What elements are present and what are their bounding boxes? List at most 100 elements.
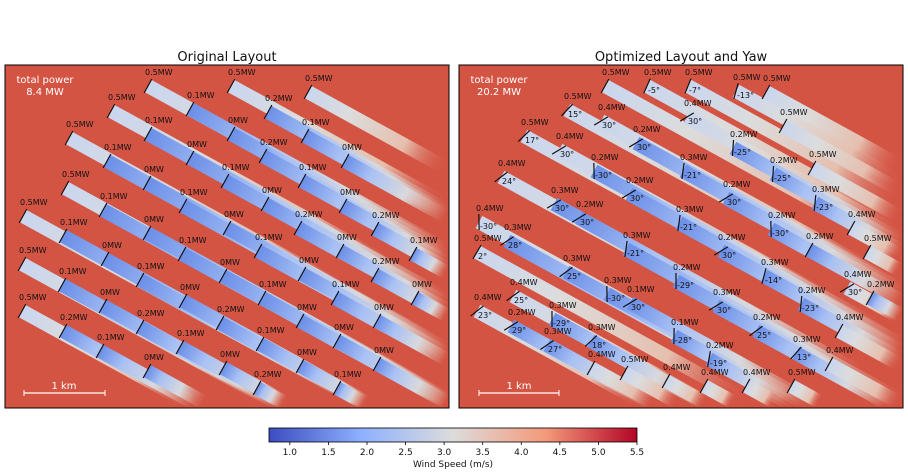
turbine-rotor[interactable] bbox=[494, 171, 508, 183]
turbine-rotor[interactable] bbox=[571, 213, 587, 223]
turbine-rotor[interactable] bbox=[340, 153, 350, 169]
turbine-rotor[interactable] bbox=[297, 173, 307, 189]
turbine-rotor[interactable] bbox=[175, 339, 185, 355]
turbine-rotor[interactable] bbox=[559, 266, 573, 278]
turbine-rotor[interactable] bbox=[135, 272, 145, 288]
turbine-rotor[interactable] bbox=[621, 189, 637, 199]
turbine-rotor[interactable] bbox=[622, 298, 638, 308]
turbine-rotor[interactable] bbox=[786, 378, 796, 394]
turbine-rotor[interactable] bbox=[143, 126, 153, 142]
turbine-rotor[interactable] bbox=[222, 220, 232, 236]
turbine-rotor[interactable] bbox=[106, 103, 116, 119]
turbine-rotor[interactable] bbox=[865, 290, 875, 306]
turbine-rotor[interactable] bbox=[771, 165, 775, 183]
turbine-rotor[interactable] bbox=[218, 268, 228, 284]
turbine-rotor[interactable] bbox=[372, 313, 382, 329]
turbine-rotor[interactable] bbox=[807, 160, 817, 176]
turbine-rotor[interactable] bbox=[295, 313, 305, 329]
turbine-rotor[interactable] bbox=[708, 301, 724, 311]
turbine-rotor[interactable] bbox=[677, 214, 681, 232]
turbine-rotor[interactable] bbox=[679, 112, 695, 122]
turbine-rotor[interactable] bbox=[57, 277, 67, 293]
turbine-rotor[interactable] bbox=[370, 221, 380, 237]
turbine-rotor[interactable] bbox=[862, 244, 872, 260]
turbine-rotor[interactable] bbox=[252, 380, 262, 396]
turbine-rotor[interactable] bbox=[707, 351, 711, 367]
turbine-rotor[interactable] bbox=[517, 129, 531, 143]
turbine-rotor[interactable] bbox=[470, 305, 484, 317]
turbine-rotor[interactable] bbox=[60, 180, 70, 196]
turbine-rotor[interactable] bbox=[300, 128, 310, 144]
turbine-rotor[interactable] bbox=[218, 360, 228, 376]
turbine-rotor[interactable] bbox=[661, 373, 671, 389]
turbine-rotor[interactable] bbox=[332, 333, 342, 349]
turbine-rotor[interactable] bbox=[628, 138, 644, 148]
turbine-rotor[interactable] bbox=[718, 193, 734, 203]
turbine-rotor[interactable] bbox=[215, 315, 225, 331]
turbine-rotor[interactable] bbox=[257, 290, 267, 306]
turbine-rotor[interactable] bbox=[17, 256, 27, 272]
turbine-rotor[interactable] bbox=[506, 290, 520, 302]
turbine-rotor[interactable] bbox=[551, 145, 567, 155]
turbine-rotor[interactable] bbox=[813, 194, 817, 212]
turbine-rotor[interactable] bbox=[142, 363, 152, 379]
turbine-rotor[interactable] bbox=[681, 162, 685, 180]
turbine-rotor[interactable] bbox=[733, 83, 739, 99]
turbine-rotor[interactable] bbox=[540, 340, 554, 350]
turbine-rotor[interactable] bbox=[643, 78, 651, 94]
turbine-rotor[interactable] bbox=[684, 78, 692, 94]
turbine-rotor[interactable] bbox=[799, 295, 803, 313]
turbine-rotor[interactable] bbox=[185, 101, 195, 117]
turbine-rotor[interactable] bbox=[546, 199, 562, 209]
turbine-rotor[interactable] bbox=[98, 202, 108, 218]
turbine-rotor[interactable] bbox=[503, 321, 519, 331]
turbine-rotor[interactable] bbox=[834, 323, 844, 339]
turbine-rotor[interactable] bbox=[226, 126, 236, 142]
turbine-rotor[interactable] bbox=[263, 104, 273, 120]
turbine-rotor[interactable] bbox=[95, 343, 105, 359]
turbine-rotor[interactable] bbox=[17, 303, 27, 319]
turbine-rotor[interactable] bbox=[619, 365, 629, 381]
turbine-rotor[interactable] bbox=[295, 358, 305, 374]
turbine-rotor[interactable] bbox=[253, 243, 263, 259]
turbine-rotor[interactable] bbox=[699, 378, 709, 394]
turbine-rotor[interactable] bbox=[561, 103, 573, 117]
turbine-rotor[interactable] bbox=[258, 148, 268, 164]
turbine-rotor[interactable] bbox=[143, 78, 153, 94]
turbine-rotor[interactable] bbox=[600, 78, 610, 94]
turbine-rotor[interactable] bbox=[102, 153, 112, 169]
turbine-rotor[interactable] bbox=[177, 246, 187, 262]
turbine-rotor[interactable] bbox=[584, 335, 598, 347]
turbine-rotor[interactable] bbox=[846, 220, 856, 236]
turbine-rotor[interactable] bbox=[98, 298, 108, 314]
turbine-rotor[interactable] bbox=[749, 325, 763, 337]
turbine-rotor[interactable] bbox=[839, 283, 855, 293]
turbine-rotor[interactable] bbox=[472, 244, 482, 260]
turbine-rotor[interactable] bbox=[303, 84, 313, 100]
turbine-rotor[interactable] bbox=[741, 378, 751, 394]
turbine-rotor[interactable] bbox=[338, 198, 348, 214]
turbine-rotor[interactable] bbox=[624, 240, 628, 258]
turbine-rotor[interactable] bbox=[499, 236, 515, 246]
turbine-rotor[interactable] bbox=[330, 290, 340, 306]
turbine-rotor[interactable] bbox=[761, 268, 767, 284]
turbine-rotor[interactable] bbox=[804, 242, 814, 258]
turbine-rotor[interactable] bbox=[58, 228, 68, 244]
turbine-rotor[interactable] bbox=[18, 208, 28, 224]
turbine-rotor[interactable] bbox=[372, 356, 382, 372]
turbine-rotor[interactable] bbox=[255, 336, 265, 352]
turbine-rotor[interactable] bbox=[408, 246, 418, 262]
turbine-rotor[interactable] bbox=[142, 175, 152, 191]
turbine-rotor[interactable] bbox=[586, 360, 596, 376]
turbine-rotor[interactable] bbox=[761, 84, 771, 100]
turbine-rotor[interactable] bbox=[824, 356, 834, 372]
turbine-rotor[interactable] bbox=[790, 346, 802, 360]
turbine-rotor[interactable] bbox=[64, 130, 74, 146]
turbine-rotor[interactable] bbox=[142, 225, 152, 241]
turbine-rotor[interactable] bbox=[293, 220, 303, 236]
turbine-rotor[interactable] bbox=[185, 150, 195, 166]
turbine-rotor[interactable] bbox=[335, 243, 345, 259]
turbine-rotor[interactable] bbox=[58, 323, 68, 339]
turbine-rotor[interactable] bbox=[778, 118, 788, 134]
turbine-rotor[interactable] bbox=[178, 198, 188, 214]
